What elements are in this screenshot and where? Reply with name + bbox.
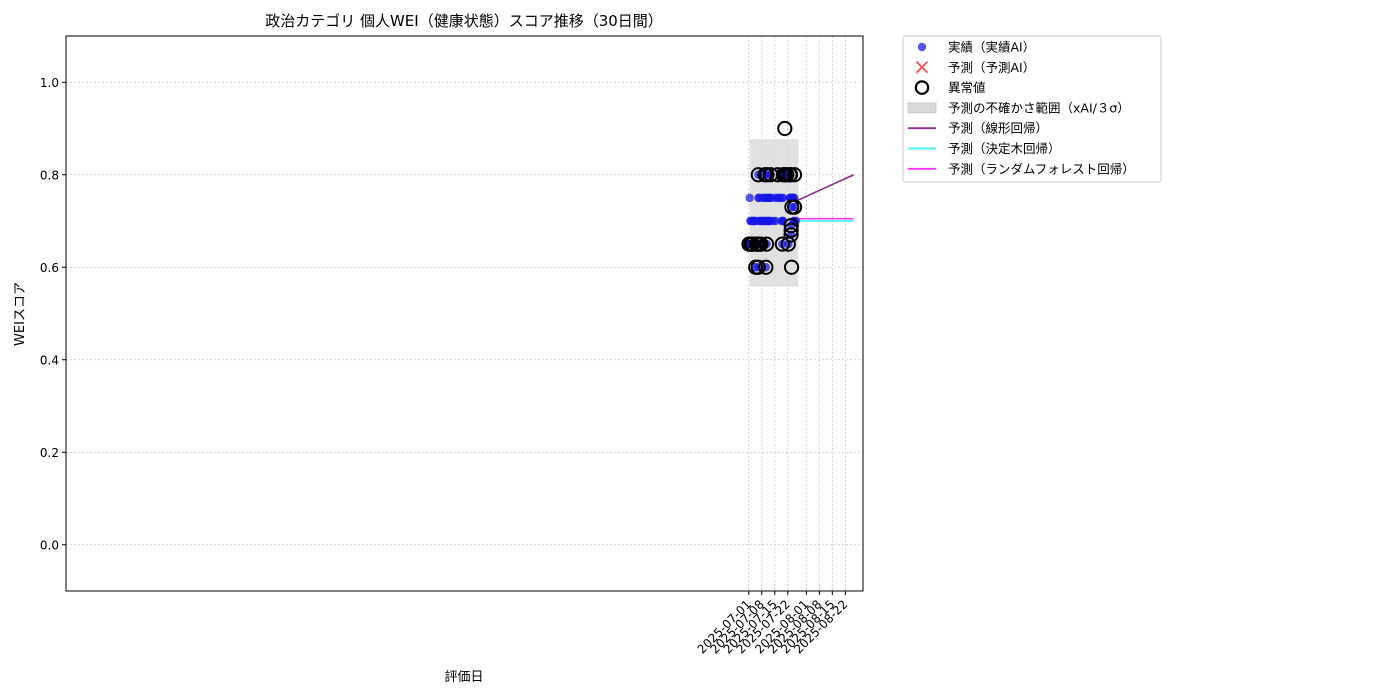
- grid-layer: [66, 36, 863, 591]
- legend-label: 予測の不確かさ範囲（xAI/３σ）: [948, 100, 1130, 115]
- anomaly-points-layer: [741, 120, 803, 275]
- data-point-anomaly: [758, 259, 774, 275]
- legend-marker-actual: [917, 42, 927, 52]
- axes-frame: [65, 35, 864, 592]
- legend-label: 予測（ランダムフォレスト回帰）: [948, 161, 1135, 176]
- legend-label: 予測（決定木回帰）: [948, 141, 1061, 156]
- data-point-anomaly: [780, 236, 796, 252]
- legend-item-forest: 予測（ランダムフォレスト回帰）: [908, 161, 1135, 176]
- legend-item-anomaly: 異常値: [914, 80, 986, 95]
- forecast-lines-layer: [797, 174, 855, 222]
- data-point-anomaly: [783, 222, 799, 238]
- y-tick-label: 0.6: [40, 261, 59, 275]
- plot-area: [65, 35, 864, 592]
- y-axis-label: WEIスコア: [13, 282, 28, 346]
- y-tick-label: 0.4: [40, 353, 59, 367]
- data-point-anomaly: [750, 259, 766, 275]
- chart-title: 政治カテゴリ 個人WEI（健康状態）スコア推移（30日間）: [265, 12, 663, 30]
- legend-item-band: 予測の不確かさ範囲（xAI/３σ）: [907, 100, 1130, 115]
- y-tick-label: 0.2: [40, 446, 59, 460]
- legend-label: 予測（予測AI）: [948, 60, 1035, 75]
- y-tick-label: 1.0: [40, 76, 59, 90]
- legend-item-forecast: 予測（予測AI）: [915, 60, 1035, 75]
- y-tick-label: 0.8: [40, 168, 59, 182]
- data-point-actual: [778, 193, 788, 203]
- data-point-actual: [790, 202, 799, 212]
- x-axis-label: 評価日: [444, 670, 483, 685]
- data-point-anomaly: [759, 167, 775, 183]
- legend-item-tree: 予測（決定木回帰）: [908, 141, 1061, 156]
- data-point-anomaly: [753, 236, 769, 252]
- series-line-linear: [797, 174, 855, 201]
- data-point-anomaly: [774, 236, 790, 252]
- legend-label: 異常値: [948, 80, 986, 95]
- y-axis-ticks: 0.0 0.2 0.4 0.6 0.8 1.0: [40, 76, 66, 552]
- data-point-anomaly: [777, 120, 793, 137]
- data-point-actual: [771, 216, 780, 226]
- data-point-anomaly: [783, 227, 799, 243]
- data-point-anomaly: [786, 167, 803, 183]
- y-tick-label: 0.0: [40, 538, 59, 552]
- data-point-anomaly: [782, 167, 799, 183]
- data-point-anomaly: [783, 259, 800, 275]
- legend-marker-forecast-x: [915, 61, 929, 74]
- legend-marker-anomaly: [914, 80, 930, 95]
- legend-item-linear: 予測（線形回帰）: [908, 121, 1048, 136]
- legend-marker-band: [907, 102, 937, 114]
- data-point-actual: [745, 193, 754, 203]
- legend-label: 予測（線形回帰）: [948, 121, 1048, 136]
- legend-box: [902, 35, 1162, 183]
- legend-label: 実績（実績AI）: [948, 40, 1035, 55]
- data-point-anomaly: [783, 218, 799, 234]
- data-point-anomaly: [786, 199, 803, 215]
- legend-item-actual: 実績（実績AI）: [917, 40, 1035, 55]
- data-point-anomaly: [758, 236, 775, 252]
